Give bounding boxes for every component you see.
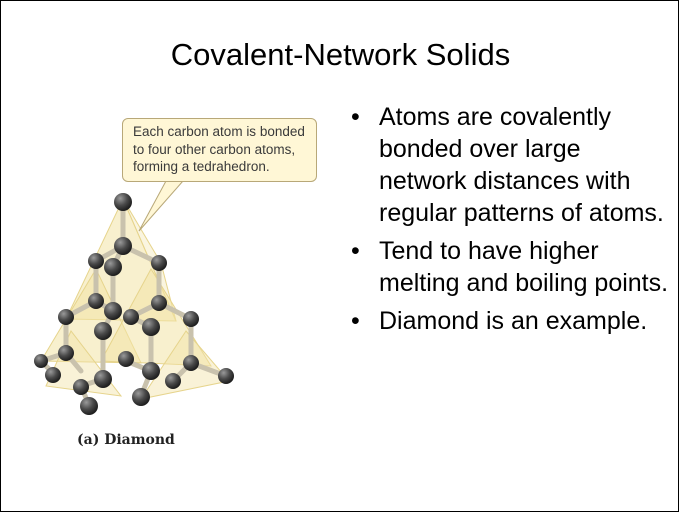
- bullet-text: Tend to have higher melting and boiling …: [379, 237, 669, 297]
- slide-title: Covalent-Network Solids: [170, 37, 511, 72]
- atoms: [34, 193, 234, 415]
- atom: [94, 370, 112, 388]
- bullet-marker: •: [351, 307, 360, 335]
- atom: [118, 351, 134, 367]
- callout-line: to four other carbon atoms,: [133, 141, 296, 157]
- atom: [34, 354, 48, 368]
- atom: [151, 255, 167, 271]
- atom: [165, 373, 181, 389]
- atom: [114, 193, 132, 211]
- atom: [151, 295, 167, 311]
- bullet-item: • Diamond is an example.: [351, 305, 671, 337]
- atom: [58, 345, 74, 361]
- atom: [58, 309, 74, 325]
- atom: [94, 322, 112, 340]
- atom: [218, 368, 234, 384]
- callout-box: Each carbon atom is bonded to four other…: [122, 118, 317, 182]
- bullet-item: • Atoms are covalently bonded over large…: [351, 101, 671, 229]
- callout-line: forming a tedrahedron.: [133, 159, 270, 174]
- atom: [123, 309, 139, 325]
- atom: [183, 355, 199, 371]
- atom: [80, 397, 98, 415]
- callout-line: Each carbon atom is bonded: [133, 124, 305, 139]
- figure-caption: (a) Diamond: [77, 432, 175, 448]
- atom: [142, 318, 160, 336]
- atom: [104, 258, 122, 276]
- atom: [45, 367, 61, 383]
- atom: [88, 253, 104, 269]
- bullet-marker: •: [351, 237, 360, 265]
- bullet-text: Atoms are covalently bonded over large n…: [379, 103, 664, 227]
- atom: [114, 237, 132, 255]
- bullet-text: Diamond is an example.: [379, 307, 648, 335]
- atom: [183, 311, 199, 327]
- atom: [142, 362, 160, 380]
- callout-pointer: [138, 180, 185, 232]
- bullet-list: • Atoms are covalently bonded over large…: [351, 101, 671, 343]
- atom: [73, 379, 89, 395]
- atom: [132, 388, 150, 406]
- atom: [88, 293, 104, 309]
- bullet-marker: •: [351, 103, 360, 131]
- atom: [104, 302, 122, 320]
- bullet-item: • Tend to have higher melting and boilin…: [351, 235, 671, 299]
